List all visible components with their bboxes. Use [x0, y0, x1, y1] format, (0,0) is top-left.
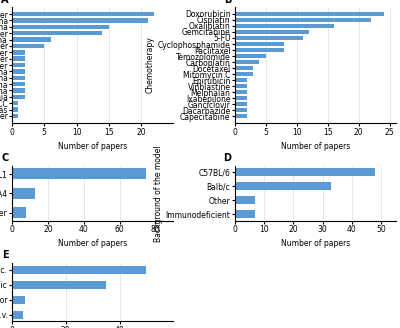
Bar — [235, 12, 384, 16]
Bar — [235, 30, 309, 34]
Bar — [235, 196, 255, 204]
Bar — [12, 69, 25, 73]
Bar — [235, 36, 303, 40]
Bar — [12, 50, 25, 54]
Y-axis label: Background of the model: Background of the model — [154, 145, 163, 241]
X-axis label: Number of papers: Number of papers — [281, 239, 350, 249]
Bar — [12, 12, 154, 16]
Bar — [12, 266, 146, 274]
Bar — [12, 94, 25, 99]
Bar — [12, 82, 25, 86]
X-axis label: Number of papers: Number of papers — [58, 239, 127, 249]
X-axis label: Number of papers: Number of papers — [281, 142, 350, 151]
Bar — [12, 18, 148, 23]
Bar — [12, 107, 18, 112]
Bar — [235, 96, 247, 100]
Bar — [235, 78, 247, 82]
Bar — [12, 44, 44, 48]
Bar — [12, 63, 25, 67]
Bar — [12, 114, 18, 118]
Bar — [12, 188, 35, 199]
Bar — [235, 102, 247, 106]
Bar — [235, 168, 376, 176]
Bar — [235, 114, 247, 118]
Y-axis label: Chemotherapy: Chemotherapy — [146, 37, 155, 93]
Text: B: B — [224, 0, 232, 5]
Text: D: D — [224, 153, 232, 163]
Bar — [235, 211, 255, 218]
Bar — [235, 18, 371, 22]
Bar — [235, 84, 247, 88]
Bar — [12, 37, 51, 42]
X-axis label: Number of papers: Number of papers — [58, 142, 127, 151]
Bar — [12, 296, 26, 304]
Text: A: A — [1, 0, 9, 5]
Bar — [235, 182, 332, 190]
Text: C: C — [2, 153, 9, 163]
Bar — [12, 88, 25, 93]
Bar — [235, 24, 334, 28]
Bar — [12, 25, 109, 29]
Bar — [235, 48, 284, 52]
Bar — [12, 168, 146, 179]
Bar — [235, 60, 260, 64]
Bar — [235, 108, 247, 112]
Bar — [12, 75, 25, 80]
Bar — [235, 66, 253, 70]
Bar — [235, 90, 247, 94]
Bar — [12, 281, 106, 289]
Bar — [235, 72, 253, 76]
Bar — [12, 311, 23, 319]
Bar — [235, 42, 284, 46]
Bar — [12, 56, 25, 61]
Bar — [12, 101, 18, 105]
Bar — [12, 31, 102, 35]
Text: E: E — [2, 250, 9, 260]
Bar — [12, 207, 26, 218]
Bar — [235, 54, 266, 58]
